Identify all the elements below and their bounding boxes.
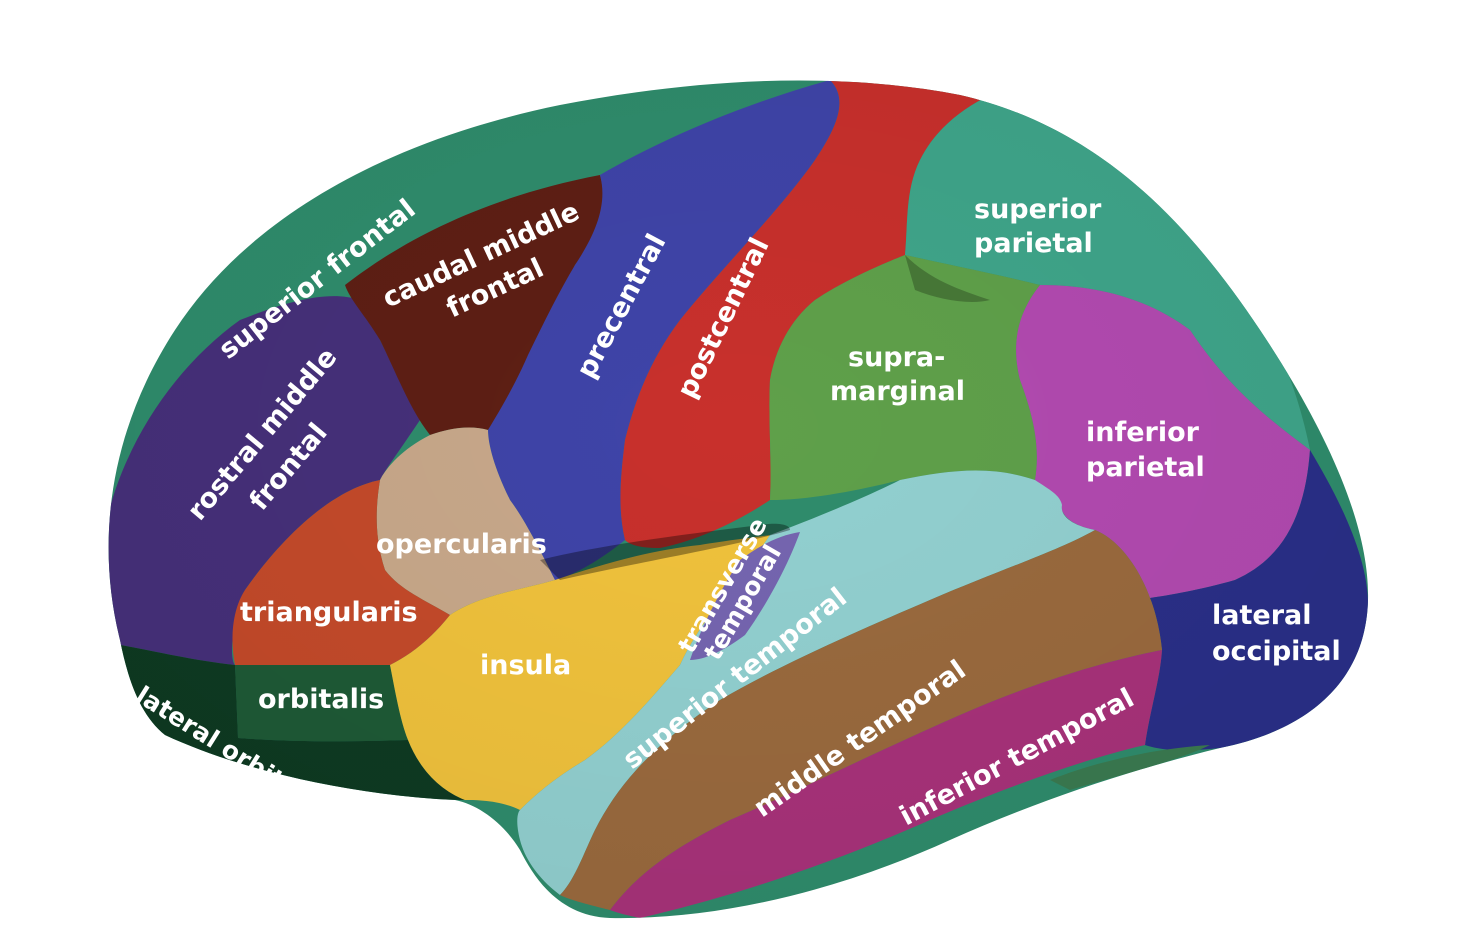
label-superior-parietal-1: superior	[974, 194, 1102, 225]
label-insula: insula	[480, 650, 571, 681]
label-triangularis: triangularis	[240, 597, 418, 628]
label-inferior-parietal-1: inferior	[1086, 417, 1200, 448]
label-lateral-occipital-1: lateral	[1212, 600, 1311, 631]
label-opercularis: opercularis	[376, 529, 547, 560]
label-superior-parietal-2: parietal	[974, 228, 1093, 259]
label-supramarginal-1: supra-	[848, 342, 945, 373]
label-lateral-occipital-2: occipital	[1212, 636, 1341, 667]
label-orbitalis: orbitalis	[258, 684, 384, 715]
label-inferior-parietal-2: parietal	[1086, 452, 1205, 483]
label-supramarginal-2: marginal	[830, 376, 965, 407]
